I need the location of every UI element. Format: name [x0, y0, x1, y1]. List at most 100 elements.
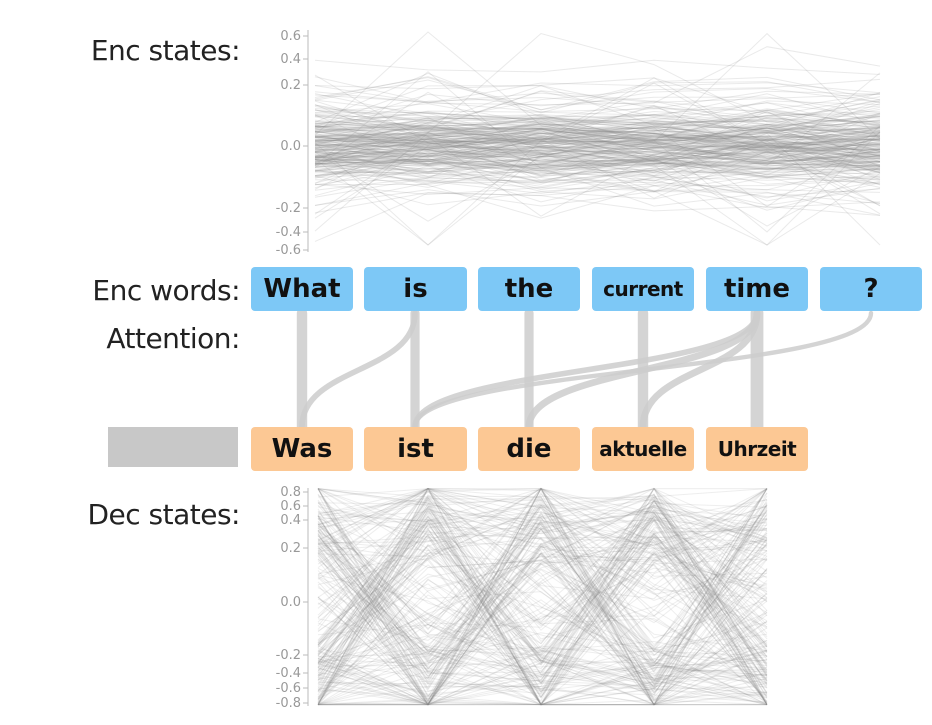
enc-state-line	[314, 161, 881, 206]
dec-state-line	[317, 490, 768, 643]
dec-state-line	[317, 487, 768, 640]
dec-word-box[interactable]: Uhrzeit	[706, 427, 808, 471]
enc-state-line	[314, 128, 881, 158]
dec-state-line	[317, 500, 768, 698]
dec-state-line	[317, 487, 768, 703]
enc-state-line	[314, 139, 881, 171]
enc-word-box[interactable]: current	[592, 267, 694, 311]
enc-state-line	[314, 123, 881, 148]
dec-state-line	[317, 546, 768, 705]
enc-state-line	[314, 111, 881, 153]
dec-state-line	[317, 504, 768, 706]
dec-state-line	[317, 489, 768, 665]
dec-state-line	[317, 523, 768, 676]
enc-state-line	[314, 158, 881, 202]
dec-state-line	[317, 645, 768, 693]
dec-word-box[interactable]: Was	[251, 427, 353, 471]
dec-state-line	[317, 487, 768, 706]
enc-state-line	[314, 148, 881, 163]
dec-state-line	[317, 505, 768, 700]
enc-state-line	[314, 127, 881, 146]
dec-state-line	[317, 542, 768, 701]
dec-state-line	[317, 488, 768, 673]
enc-state-line	[314, 141, 881, 246]
enc-state-line	[314, 154, 881, 180]
dec-state-line	[317, 511, 768, 689]
dec-state-line	[317, 488, 768, 706]
dec-state-line	[317, 488, 768, 677]
enc-state-line	[314, 32, 881, 138]
dec-state-line	[317, 558, 768, 703]
enc-word-box[interactable]: time	[706, 267, 808, 311]
dec-state-line	[317, 500, 768, 590]
enc-state-line	[314, 140, 881, 162]
dec-state-line	[317, 529, 768, 682]
encoder-state-lines	[314, 31, 881, 246]
dec-state-line	[317, 501, 768, 702]
enc-word-box[interactable]: the	[478, 267, 580, 311]
enc-state-line	[314, 109, 881, 141]
enc-state-line	[314, 149, 881, 170]
enc-state-line	[314, 96, 881, 131]
enc-state-line	[314, 125, 881, 142]
enc-word-box[interactable]: ?	[820, 267, 922, 311]
dec-state-line	[317, 542, 768, 706]
dec-state-line	[317, 539, 768, 698]
dec-state-line	[317, 503, 768, 668]
dec-state-line	[317, 544, 768, 656]
enc-state-line	[314, 142, 881, 178]
enc-word-box[interactable]: What	[251, 267, 353, 311]
enc-word-label: ?	[863, 274, 879, 304]
dec-state-line	[317, 505, 768, 706]
dec-state-line	[317, 514, 768, 706]
attention-label: Attention:	[106, 322, 240, 355]
dec-word-box[interactable]: ist	[364, 427, 467, 471]
enc-state-line	[314, 154, 881, 180]
dec-state-line	[317, 532, 768, 706]
dec-state-line	[317, 510, 768, 705]
dec-state-line	[317, 493, 768, 695]
enc-state-line	[314, 146, 881, 176]
dec-state-line	[317, 488, 768, 526]
enc-state-line	[314, 124, 881, 150]
enc-state-line	[314, 148, 881, 177]
enc-state-line	[314, 91, 881, 177]
enc-state-line	[314, 126, 881, 142]
enc-state-line	[314, 131, 881, 246]
dec-state-line	[317, 520, 768, 698]
dec-states-label: Dec states:	[87, 498, 240, 531]
dec-state-line	[317, 488, 768, 632]
dec-word-box[interactable]: aktuelle	[592, 427, 694, 471]
enc-word-box[interactable]: is	[364, 267, 467, 311]
enc-state-line	[314, 110, 881, 129]
dec-state-line	[317, 499, 768, 705]
dec-state-line	[317, 513, 768, 684]
enc-states-label: Enc states:	[90, 34, 241, 67]
enc-state-line	[314, 113, 881, 154]
dec-state-line	[317, 517, 768, 674]
enc-state-line	[314, 126, 881, 161]
dec-state-line	[317, 492, 768, 706]
enc-state-line	[314, 137, 881, 219]
dec-state-line	[317, 487, 768, 685]
dec-state-line	[317, 488, 768, 706]
dec-word-box[interactable]: die	[478, 427, 580, 471]
enc-state-line	[314, 106, 881, 141]
enc-state-line	[314, 167, 881, 207]
axis-tick-label: 0.2	[280, 541, 301, 556]
dec-state-line	[317, 508, 768, 706]
decoder-axis: 0.80.60.4 0.2 0.0 -0.2 -0.4-0.6-0.8	[276, 485, 309, 711]
dec-state-line	[317, 645, 768, 705]
enc-state-line	[314, 131, 881, 166]
dec-state-line	[317, 516, 768, 676]
dec-state-line	[317, 488, 768, 706]
enc-state-line	[314, 155, 881, 178]
axis-tick-label: -0.4	[276, 225, 301, 240]
dec-state-line	[317, 554, 767, 706]
enc-state-line	[314, 100, 881, 124]
dec-state-line	[317, 488, 768, 706]
enc-state-line	[314, 148, 881, 177]
enc-state-line	[314, 79, 881, 111]
enc-state-line	[314, 142, 881, 173]
dec-state-line	[317, 547, 768, 685]
